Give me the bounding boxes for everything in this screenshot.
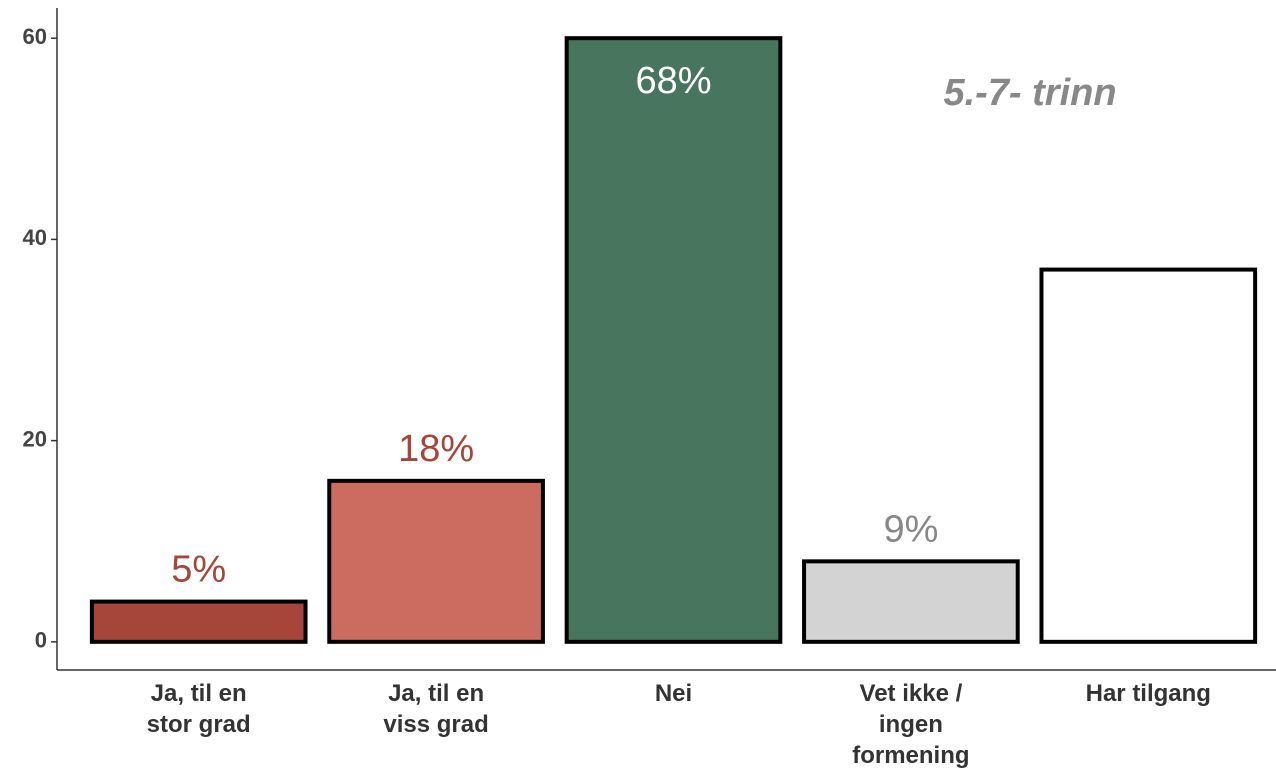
- x-tick-label: Nei: [654, 680, 693, 707]
- bar: [802, 559, 1020, 644]
- x-tick-label: Vet ikke / ingen formening: [852, 680, 970, 769]
- bar-label: 68%: [635, 60, 711, 102]
- x-tick-label: Ja, til en stor grad: [146, 680, 251, 738]
- x-tick-label: Har tilgang: [1085, 680, 1211, 707]
- y-tick-label: 0: [35, 628, 47, 653]
- bar: [564, 36, 783, 644]
- annotation: 5.-7- trinn: [943, 72, 1116, 114]
- bar: [89, 599, 308, 644]
- bar-label: 5%: [171, 549, 226, 591]
- bar: [327, 478, 545, 644]
- bar-label: 9%: [883, 508, 938, 550]
- bar-label: 18%: [398, 428, 474, 470]
- bar: [1039, 267, 1258, 644]
- y-tick-label: 20: [23, 426, 47, 451]
- y-tick-label: 60: [23, 24, 47, 49]
- x-tick-label: Ja, til en viss grad: [383, 680, 489, 738]
- y-tick-label: 40: [23, 225, 47, 250]
